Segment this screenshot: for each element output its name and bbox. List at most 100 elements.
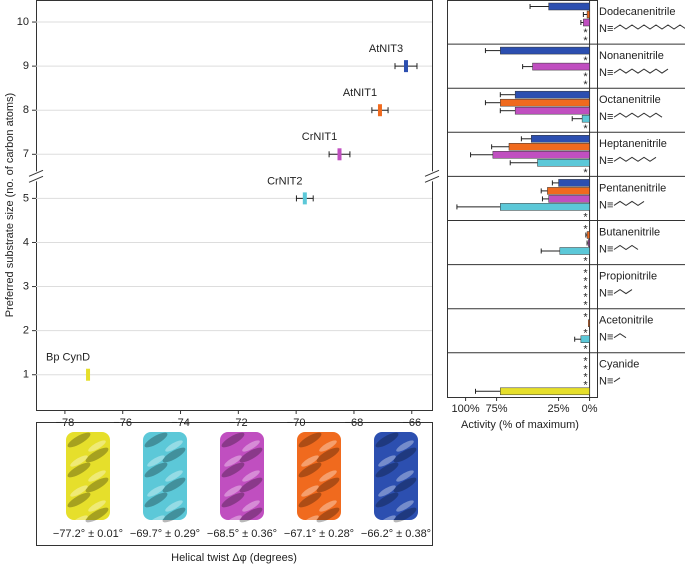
bar (586, 231, 590, 239)
value-label: * (583, 364, 588, 376)
y-tick-label: 3 (23, 280, 29, 292)
formula-prefix: N≡ (599, 243, 613, 255)
value-label: * (583, 55, 588, 67)
density-highlight (319, 500, 337, 512)
density-highlight (224, 485, 242, 497)
density-map (143, 432, 187, 527)
value-label: * (583, 223, 588, 235)
y-tick-label: 5 (23, 192, 29, 204)
density-highlight (70, 455, 88, 467)
formula-prefix: N≡ (599, 332, 613, 344)
x-tick-label: 0% (582, 403, 598, 415)
density-groove (162, 507, 186, 523)
axis-break-gap (429, 171, 435, 182)
density-groove (221, 462, 245, 478)
density-highlight (165, 500, 183, 512)
x-axis-label: Activity (% of maximum) (461, 419, 579, 431)
x-tick-label: −72 (229, 417, 248, 429)
density-highlight (147, 455, 165, 467)
y-tick-label: 8 (23, 104, 29, 116)
formula-chain (613, 68, 669, 74)
density-groove (375, 462, 399, 478)
density-highlight (396, 470, 414, 482)
density-highlight (165, 470, 183, 482)
density-highlight (242, 470, 260, 482)
density-groove (144, 462, 168, 478)
value-label: * (583, 328, 588, 340)
point-label: Bp CynD (46, 352, 90, 364)
point (337, 148, 342, 161)
density-groove (316, 477, 340, 493)
bar-frame (447, 0, 598, 398)
value-label: * (583, 312, 588, 324)
formula-prefix: N≡ (599, 288, 613, 300)
density-map (66, 432, 110, 527)
value-label: * (583, 255, 588, 267)
density-highlight (319, 440, 337, 452)
scatter-frame (36, 0, 433, 411)
point-label: CrNIT2 (267, 175, 302, 187)
bar (548, 2, 590, 11)
formula-chain (613, 288, 633, 295)
density-groove (316, 507, 340, 523)
point (302, 192, 307, 205)
point-label: AtNIT1 (343, 87, 377, 99)
x-tick-label: −78 (56, 417, 75, 429)
bar (558, 179, 590, 187)
density-groove (162, 477, 186, 493)
density-highlight (301, 485, 319, 497)
density-groove (298, 462, 322, 478)
y-tick-label: 9 (23, 60, 29, 72)
bar (580, 335, 590, 343)
bar (588, 239, 590, 247)
y-tick-label: 7 (23, 148, 29, 160)
point-label: AtNIT3 (369, 43, 403, 55)
density-highlight (224, 515, 242, 527)
x-tick-label: 75% (486, 403, 508, 415)
bar (508, 143, 590, 151)
x-tick-label: 100% (452, 403, 480, 415)
value-label: * (583, 123, 588, 135)
x-tick-label: 25% (548, 403, 570, 415)
value-label: * (583, 167, 588, 179)
density-groove (393, 447, 417, 463)
formula-chain (613, 244, 639, 251)
bar (514, 106, 590, 115)
y-axis-label: Preferred substrate size (no. of carbon … (4, 93, 16, 317)
category-label: Cyanide (599, 359, 639, 371)
value-label: * (583, 380, 588, 392)
density-groove (239, 477, 263, 493)
density-map (220, 432, 264, 527)
density-highlight (378, 515, 396, 527)
axis-break-gap (33, 171, 39, 182)
density-highlight (224, 455, 242, 467)
category-label: Propionitrile (599, 271, 657, 283)
formula-prefix: N≡ (599, 67, 613, 79)
density-groove (316, 447, 340, 463)
density-highlight (165, 440, 183, 452)
x-tick-label: −74 (171, 417, 190, 429)
bar (547, 187, 590, 195)
density-highlight (70, 485, 88, 497)
point (403, 60, 408, 73)
formula-chain (613, 112, 663, 118)
value-label: * (583, 344, 588, 356)
axis-break-mark (424, 175, 440, 183)
density-map (374, 432, 418, 527)
value-label: * (583, 211, 588, 223)
density-body (220, 432, 264, 520)
density-groove (144, 432, 168, 448)
bar (537, 159, 590, 167)
density-highlight (147, 515, 165, 527)
density-highlight (147, 485, 165, 497)
density-highlight (378, 485, 396, 497)
x-tick-label: −76 (113, 417, 132, 429)
bar (500, 46, 590, 55)
value-label: * (583, 268, 588, 280)
formula-prefix: N≡ (599, 23, 613, 35)
bar (588, 319, 590, 327)
y-tick-label: 1 (23, 369, 29, 381)
point-label: CrNIT1 (302, 131, 337, 143)
bar (548, 195, 590, 203)
